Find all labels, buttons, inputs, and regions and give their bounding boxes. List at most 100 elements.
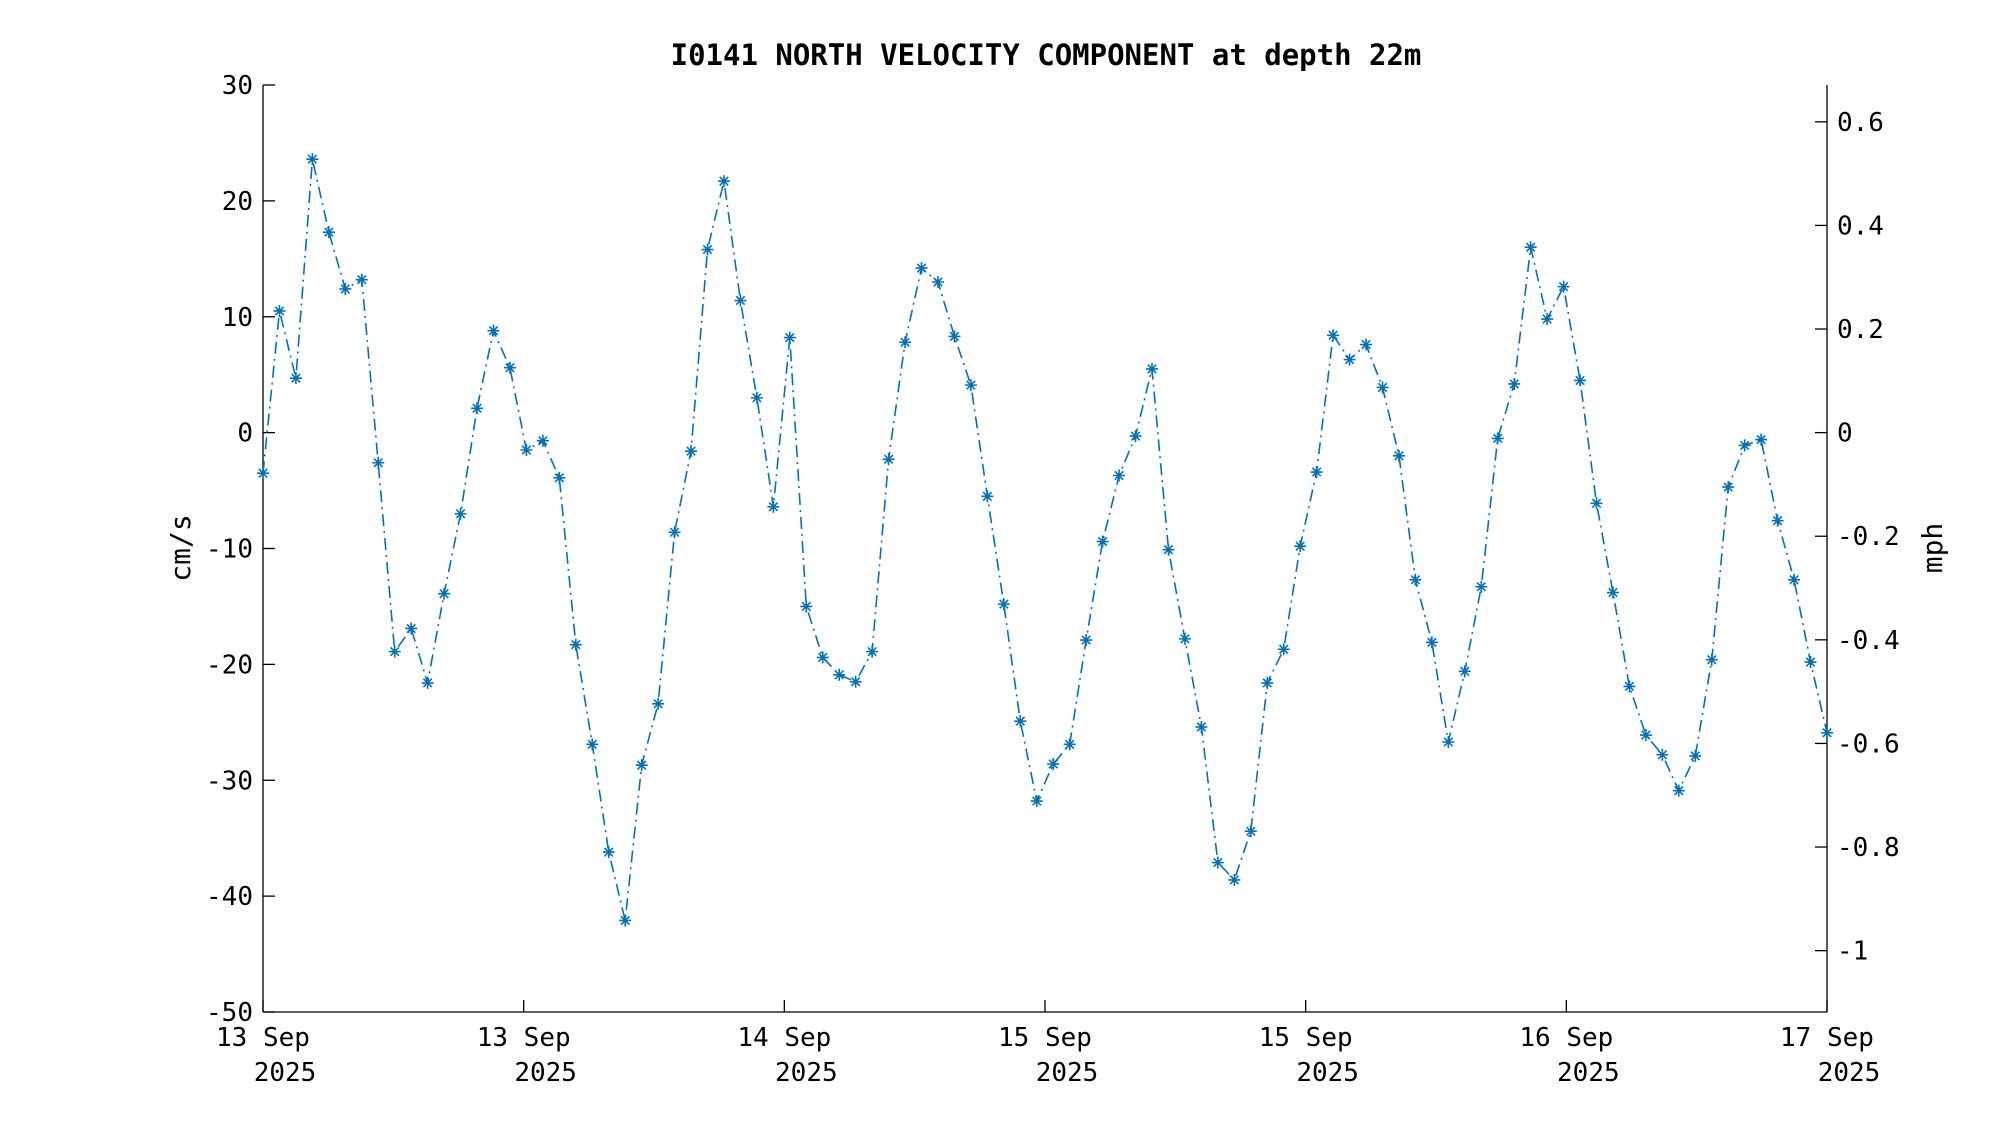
data-point-marker	[339, 282, 352, 295]
data-point-marker	[1475, 580, 1488, 593]
data-point-marker	[1541, 313, 1554, 326]
left-y-tick-label: -50	[206, 998, 253, 1028]
x-tick-label-date: 14 Sep	[737, 1023, 831, 1053]
right-y-tick-label: -0.2	[1837, 522, 1900, 552]
x-tick-label-year: 2025	[775, 1058, 838, 1088]
data-point-marker	[981, 490, 994, 503]
right-y-tick-label: -0.6	[1837, 729, 1900, 759]
data-point-marker	[1360, 338, 1373, 351]
data-point-marker	[586, 738, 599, 751]
data-point-marker	[1557, 280, 1570, 293]
data-point-marker	[1376, 381, 1389, 394]
series-north-velocity	[257, 153, 1833, 927]
left-y-tick-label: -40	[206, 882, 253, 912]
data-point-marker	[388, 645, 401, 658]
data-point-marker	[1821, 726, 1833, 739]
data-point-marker	[1146, 362, 1159, 375]
data-point-marker	[520, 444, 533, 457]
right-y-tick-label: -1	[1837, 937, 1868, 967]
data-point-marker	[1623, 680, 1636, 693]
data-point-marker	[1672, 784, 1685, 797]
data-point-marker	[1508, 377, 1521, 390]
data-point-marker	[1294, 540, 1307, 553]
data-point-marker	[355, 273, 368, 286]
data-point-marker	[915, 262, 928, 275]
data-point-marker	[536, 434, 549, 447]
data-point-marker	[635, 759, 648, 772]
data-point-marker	[1755, 433, 1768, 446]
x-tick-label-date: 13 Sep	[216, 1023, 310, 1053]
data-point-marker	[1096, 535, 1109, 548]
data-point-marker	[602, 846, 615, 859]
data-point-marker	[800, 600, 813, 613]
data-point-marker	[1063, 738, 1076, 751]
data-point-marker	[1491, 432, 1504, 445]
data-point-marker	[1689, 749, 1702, 762]
x-tick-label-date: 17 Sep	[1780, 1023, 1874, 1053]
data-point-marker	[668, 526, 681, 539]
y-axis-label-right: mph	[1916, 523, 1949, 574]
data-point-marker	[750, 391, 763, 404]
left-y-tick-label: 10	[222, 303, 253, 333]
left-y-ticks: 30 20 10 0 -10 -20 -30 -40 -50	[206, 71, 275, 1028]
data-point-marker	[734, 294, 747, 307]
data-point-marker	[1639, 729, 1652, 742]
data-point-marker	[1656, 748, 1669, 761]
data-point-marker	[1771, 514, 1784, 527]
data-point-marker	[1788, 573, 1801, 586]
data-point-marker	[899, 336, 912, 349]
x-tick-label-date: 16 Sep	[1519, 1023, 1613, 1053]
data-point-marker	[1080, 634, 1093, 647]
data-point-marker	[1343, 353, 1356, 366]
data-point-marker	[1804, 656, 1817, 669]
data-point-marker	[487, 324, 500, 337]
right-y-ticks: 0.6 0.4 0.2 0 -0.2 -0.4 -0.6 -0.8 -1	[1815, 108, 1900, 967]
data-point-marker	[1211, 856, 1224, 869]
y-axis-label-left: cm/s	[164, 514, 197, 581]
x-tick-label-year: 2025	[1036, 1058, 1099, 1088]
right-y-tick-label: 0.6	[1837, 108, 1884, 138]
data-point-marker	[257, 467, 269, 480]
data-point-marker	[833, 668, 846, 681]
data-point-marker	[964, 379, 977, 392]
data-point-marker	[619, 914, 632, 927]
right-y-tick-label: 0	[1837, 419, 1853, 449]
data-point-marker	[1195, 720, 1208, 733]
data-point-marker	[405, 622, 418, 635]
data-point-marker	[273, 304, 286, 317]
data-point-marker	[783, 331, 796, 344]
data-point-marker	[1409, 573, 1422, 586]
left-y-tick-label: 20	[222, 187, 253, 217]
data-point-marker	[438, 587, 451, 600]
right-y-tick-label: 0.4	[1837, 211, 1884, 241]
x-tick-label-date: 15 Sep	[998, 1023, 1092, 1053]
data-point-marker	[1574, 374, 1587, 387]
x-tick-label-year: 2025	[1557, 1058, 1620, 1088]
right-y-tick-label: -0.8	[1837, 833, 1900, 863]
data-point-marker	[1524, 241, 1537, 254]
data-point-marker	[503, 361, 516, 374]
right-y-tick-label: -0.4	[1837, 626, 1900, 656]
data-point-marker	[767, 500, 780, 513]
left-y-tick-label: 30	[222, 71, 253, 101]
left-y-tick-label: -10	[206, 535, 253, 565]
data-point-marker	[866, 645, 879, 658]
x-tick-label-year: 2025	[1296, 1058, 1359, 1088]
data-point-marker	[553, 471, 566, 484]
data-point-marker	[1030, 795, 1043, 808]
data-point-marker	[1738, 439, 1751, 452]
data-point-marker	[1327, 329, 1340, 342]
x-tick-label-year: 2025	[514, 1058, 577, 1088]
left-y-tick-label: 0	[237, 419, 253, 449]
data-point-marker	[1244, 825, 1257, 838]
chart-title: I0141 NORTH VELOCITY COMPONENT at depth …	[671, 38, 1422, 72]
data-point-marker	[717, 175, 730, 188]
left-y-tick-label: -30	[206, 766, 253, 796]
data-point-marker	[454, 507, 467, 520]
right-y-tick-label: 0.2	[1837, 315, 1884, 345]
data-point-marker	[289, 372, 302, 385]
data-point-marker	[948, 330, 961, 343]
data-point-marker	[1129, 430, 1142, 443]
left-y-tick-label: -20	[206, 650, 253, 680]
